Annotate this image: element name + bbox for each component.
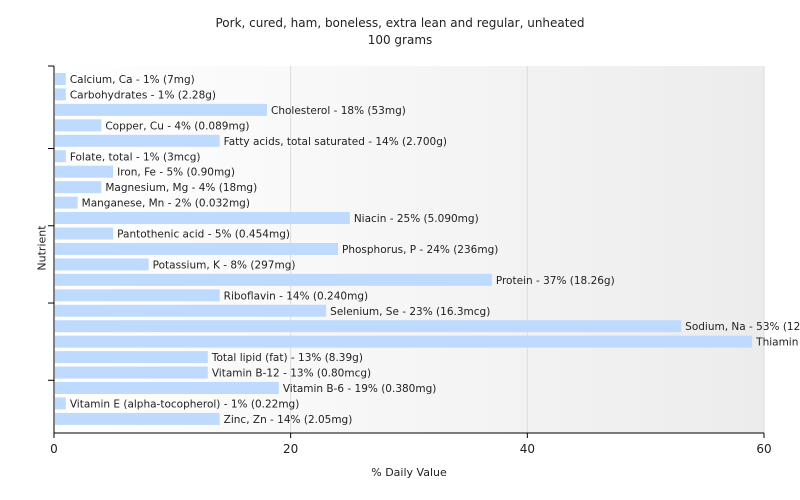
bar-label-12: Potassium, K - 8% (297mg) [153,259,296,271]
bar-15 [55,304,327,317]
bar-9 [55,212,350,225]
bar-label-0: Calcium, Ca - 1% (7mg) [70,74,195,86]
bar-3 [55,119,102,132]
bar-13 [55,273,492,286]
bar-7 [55,181,102,194]
bar-18 [55,351,208,364]
bar-10 [55,227,114,240]
bar-0 [55,73,66,85]
bar-21 [55,397,66,410]
x-tick-label-40: 40 [520,442,535,456]
bar-label-9: Niacin - 25% (5.090mg) [354,213,479,225]
bar-label-1: Carbohydrates - 1% (2.28g) [70,89,216,101]
bar-11 [55,242,338,255]
bar-17 [55,335,753,348]
chart-subtitle: 100 grams [367,33,433,47]
bar-label-17: Thiamin - 59% (0.889mg) [755,337,800,349]
bar-label-4: Fatty acids, total saturated - 14% (2.70… [224,136,447,148]
x-tick-label-20: 20 [283,442,298,456]
chart-title: Pork, cured, ham, boneless, extra lean a… [215,16,585,30]
bar-label-15: Selenium, Se - 23% (16.3mcg) [330,306,490,318]
bar-label-7: Magnesium, Mg - 4% (18mg) [105,182,257,194]
bar-label-5: Folate, total - 1% (3mcg) [70,151,201,163]
bar-6 [55,165,114,178]
bar-19 [55,366,208,379]
bar-label-14: Riboflavin - 14% (0.240mg) [224,290,368,302]
bar-label-10: Pantothenic acid - 5% (0.454mg) [117,229,290,241]
bar-12 [55,258,149,271]
bar-label-18: Total lipid (fat) - 13% (8.39g) [211,352,363,364]
bar-4 [55,134,220,147]
bar-label-2: Cholesterol - 18% (53mg) [271,105,406,117]
bar-5 [55,150,66,163]
bar-label-16: Sodium, Na - 53% (1278mg) [685,321,800,333]
bar-label-13: Protein - 37% (18.26g) [496,275,615,287]
bar-16 [55,320,682,333]
bar-label-11: Phosphorus, P - 24% (236mg) [342,244,498,256]
bar-label-8: Manganese, Mn - 2% (0.032mg) [82,198,250,210]
bar-label-20: Vitamin B-6 - 19% (0.380mg) [283,383,437,395]
bar-2 [55,103,267,116]
bar-label-19: Vitamin B-12 - 13% (0.80mcg) [212,368,371,380]
x-tick-label-0: 0 [50,442,58,456]
x-axis-label: % Daily Value [371,466,447,479]
y-axis-label: Nutrient [35,225,49,271]
bar-1 [55,88,66,101]
bar-label-21: Vitamin E (alpha-tocopherol) - 1% (0.22m… [70,398,300,410]
bar-8 [55,196,78,209]
bar-label-6: Iron, Fe - 5% (0.90mg) [117,167,235,179]
bar-14 [55,289,220,302]
bar-22 [55,412,220,425]
bar-20 [55,382,279,394]
bar-label-22: Zinc, Zn - 14% (2.05mg) [224,414,353,426]
x-tick-label-60: 60 [756,442,771,456]
bar-label-3: Copper, Cu - 4% (0.089mg) [105,120,249,132]
